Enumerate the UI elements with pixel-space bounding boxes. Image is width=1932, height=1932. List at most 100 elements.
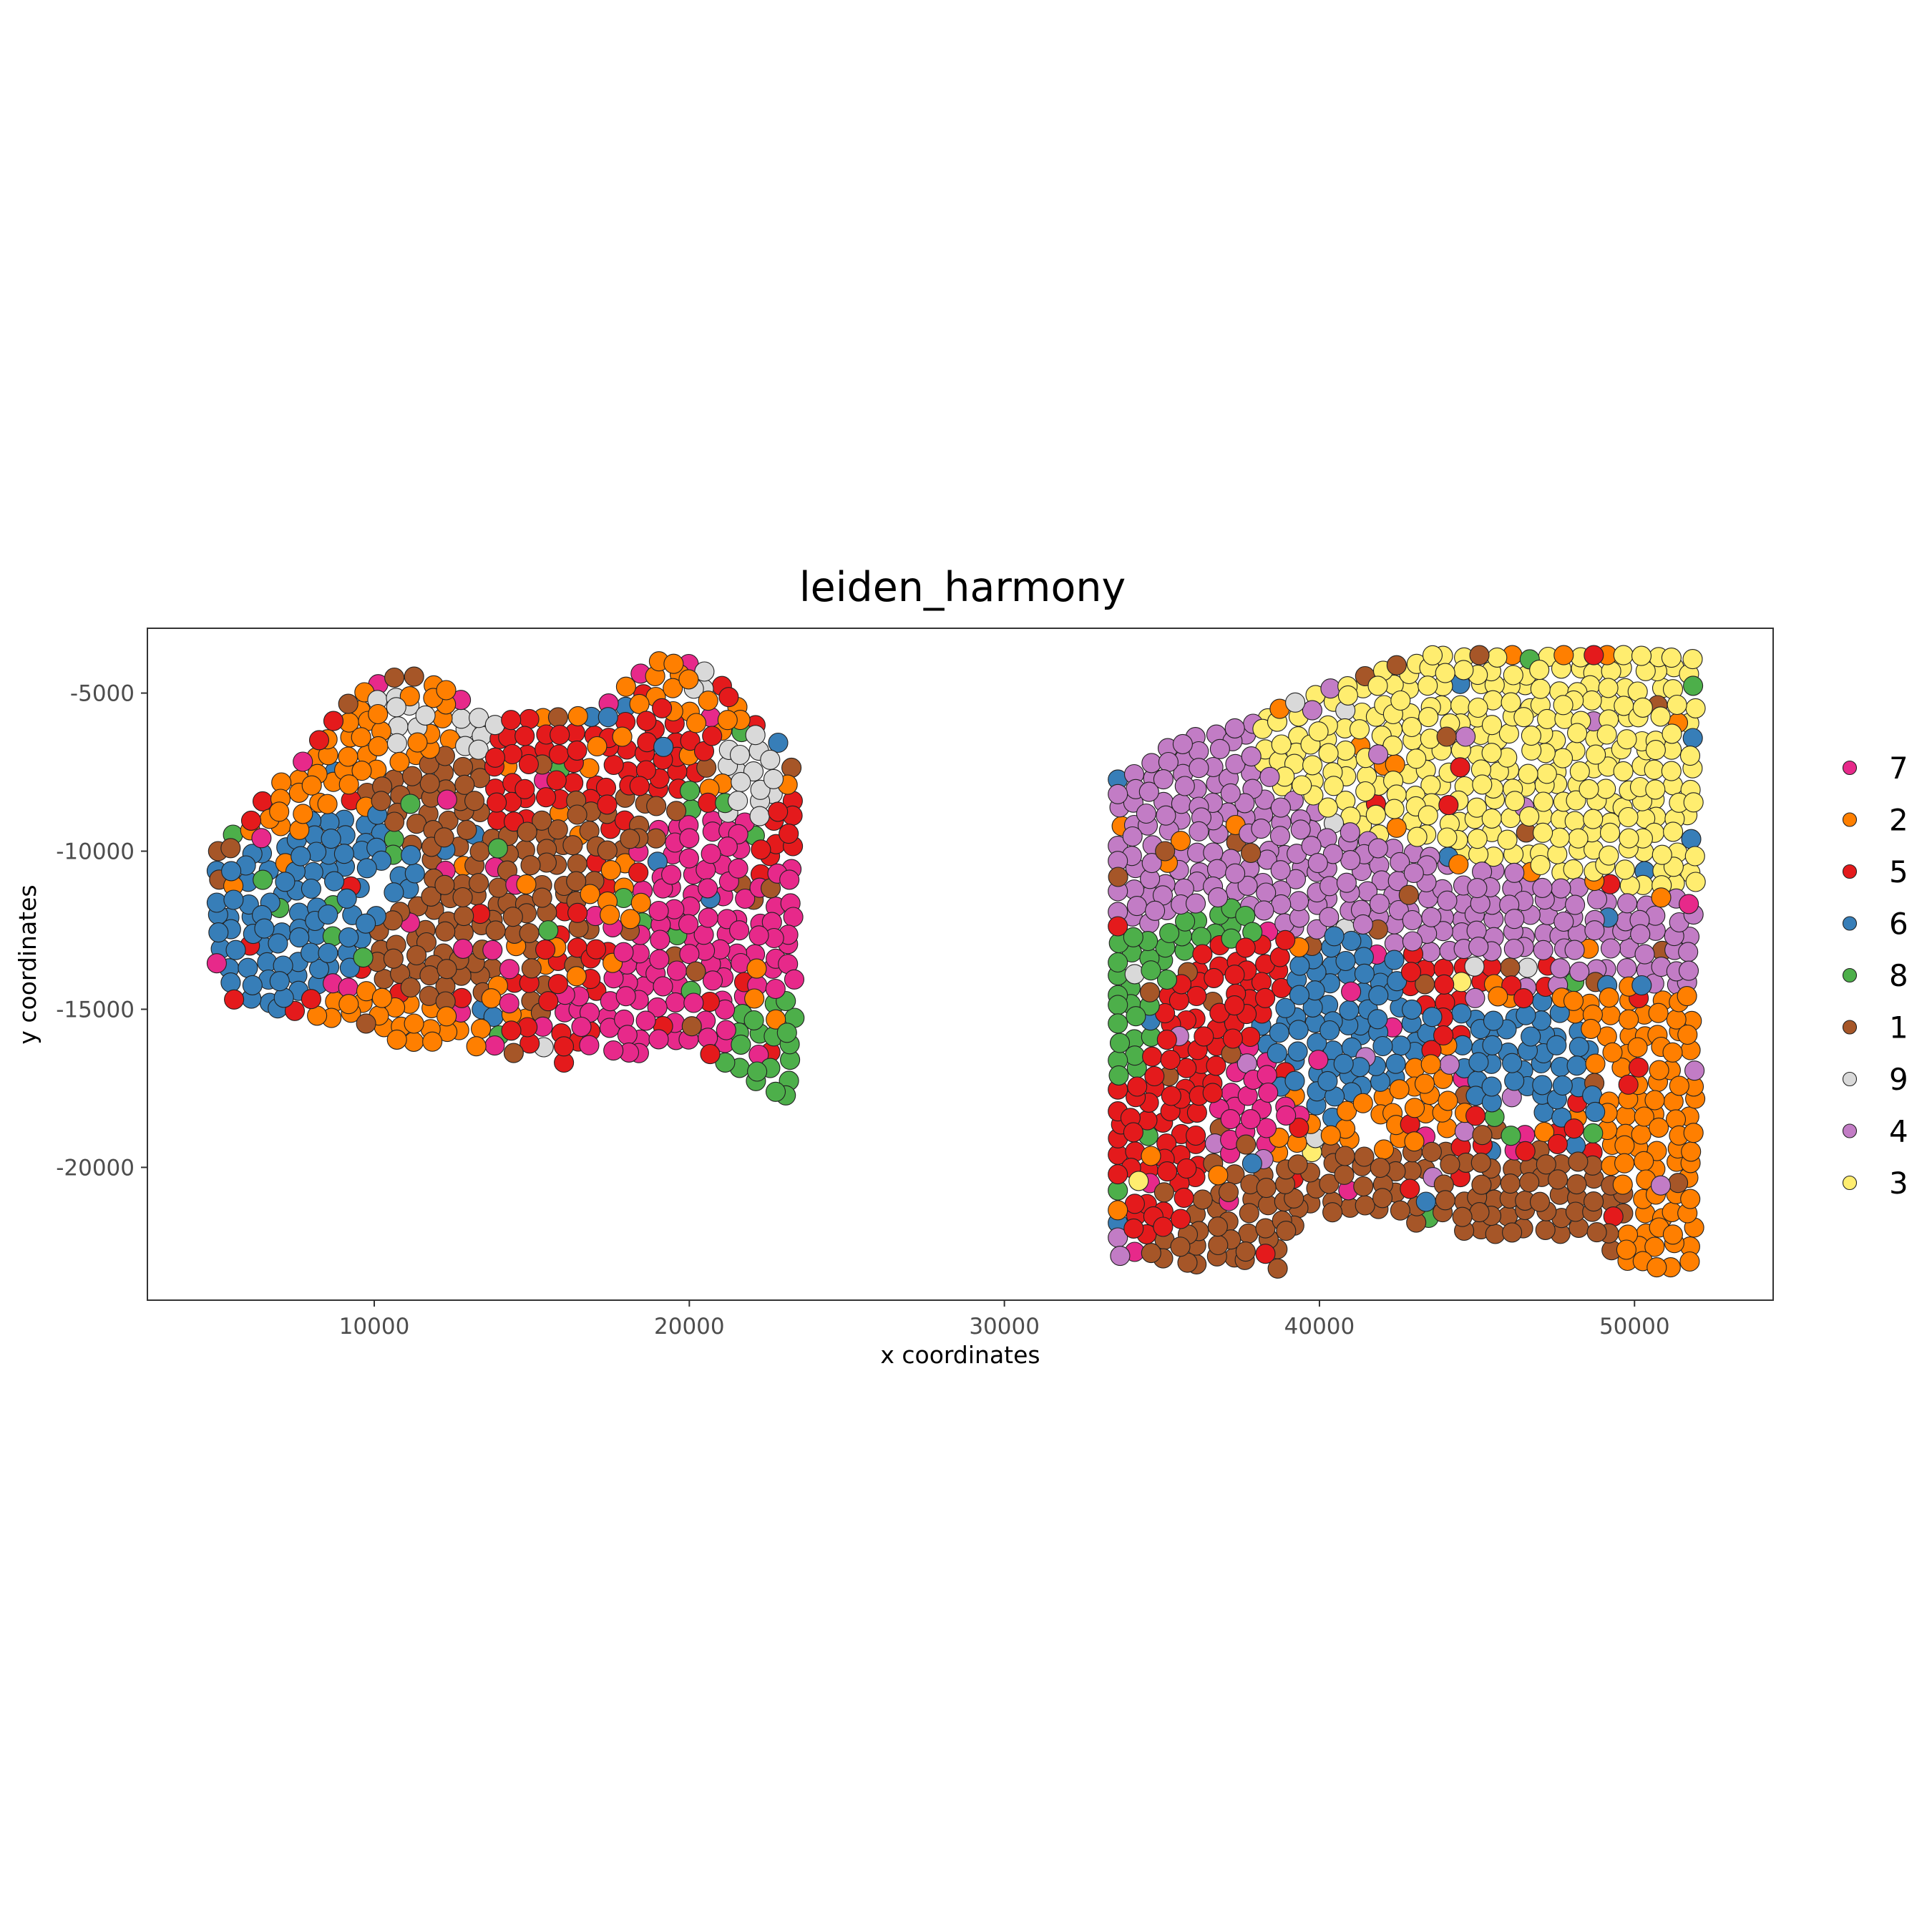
cell-point-cluster-4 [1390,852,1410,872]
cell-point-cluster-7 [650,930,670,950]
cell-point-cluster-5 [323,711,344,731]
cell-point-cluster-5 [1628,1057,1649,1078]
cell-point-cluster-5 [567,902,588,923]
cell-point-cluster-5 [546,770,567,791]
cell-point-cluster-1 [562,835,583,856]
cell-point-cluster-1 [597,840,618,861]
cell-point-cluster-5 [1170,1209,1191,1229]
cell-point-cluster-2 [678,669,699,690]
cell-point-cluster-7 [1308,1050,1329,1070]
cell-point-cluster-7 [728,858,748,879]
cell-point-cluster-4 [1503,938,1524,960]
cell-point-cluster-5 [1235,937,1256,958]
cell-point-cluster-6 [1502,1053,1523,1073]
cell-point-cluster-1 [1218,1181,1239,1202]
cell-point-cluster-1 [1668,1173,1689,1194]
cell-point-cluster-4 [1285,869,1307,889]
cell-point-cluster-1 [1141,1243,1161,1264]
cell-point-cluster-8 [1583,1123,1604,1143]
cell-point-cluster-1 [384,667,405,688]
cell-point-cluster-5 [224,989,245,1010]
legend: 7 2 5 6 8 1 9 4 3 [1842,751,1908,1201]
cell-point-cluster-1 [620,829,640,849]
cell-point-cluster-9 [388,716,409,737]
cell-point-cluster-5 [779,824,799,844]
cell-point-cluster-7 [648,1029,669,1050]
cell-point-cluster-5 [1224,995,1245,1016]
legend-label: 2 [1889,803,1908,838]
cell-point-cluster-1 [1421,1141,1442,1162]
cell-point-cluster-2 [1616,1106,1636,1126]
cell-point-cluster-4 [1301,836,1322,857]
cell-point-cluster-7 [482,940,503,960]
cell-point-cluster-3 [1390,690,1411,711]
cell-point-cluster-3 [1530,678,1551,699]
cell-point-cluster-1 [503,1043,524,1063]
cell-point-cluster-2 [1585,1053,1606,1074]
cell-point-cluster-5 [700,1044,721,1065]
cell-point-cluster-2 [744,988,765,1009]
cell-point-cluster-4 [1302,700,1322,721]
cell-point-cluster-2 [1619,1009,1639,1030]
cell-point-cluster-5 [1400,1179,1420,1199]
legend-label: 1 [1889,1010,1908,1045]
cell-point-cluster-5 [1450,757,1470,778]
cell-point-cluster-6 [221,861,242,882]
cell-point-cluster-1 [1519,1172,1540,1193]
cell-point-cluster-4 [1122,826,1143,847]
cell-point-cluster-3 [1355,781,1376,802]
cell-point-cluster-6 [1387,971,1407,992]
cell-point-cluster-4 [1600,938,1621,959]
cell-point-cluster-3 [1596,779,1616,799]
cell-point-cluster-4 [1136,803,1156,824]
cell-point-cluster-3 [1513,707,1534,728]
cell-point-cluster-1 [502,907,523,927]
cell-point-cluster-1 [488,877,509,898]
cell-point-cluster-6 [1289,985,1309,1005]
cell-point-cluster-5 [1222,1028,1243,1049]
cell-point-cluster-4 [1290,819,1311,840]
cell-point-cluster-7 [1220,1109,1241,1130]
cell-point-cluster-5 [768,801,789,822]
cell-point-cluster-5 [597,794,618,815]
cell-point-cluster-2 [422,1031,443,1052]
cell-point-cluster-6 [318,904,338,925]
cell-point-cluster-5 [1176,1058,1197,1078]
cell-point-cluster-1 [1568,1151,1589,1172]
cell-point-cluster-5 [1240,1026,1261,1048]
cell-point-cluster-7 [1257,1065,1277,1085]
cell-point-cluster-8 [1501,1126,1521,1146]
cell-point-cluster-7 [615,986,636,1007]
cell-point-cluster-3 [1650,706,1671,727]
cell-point-cluster-4 [1185,893,1206,914]
cell-point-cluster-2 [1602,1042,1623,1063]
y-tick-label: -15000 [56,997,135,1023]
cell-point-cluster-3 [1564,811,1585,831]
cell-point-cluster-3 [1618,806,1639,828]
cell-point-cluster-1 [686,961,706,982]
cell-point-cluster-6 [1241,1153,1262,1174]
cell-point-cluster-1 [1485,1224,1506,1244]
cell-point-cluster-9 [468,739,489,760]
cell-point-cluster-6 [1468,1052,1489,1073]
cell-point-cluster-1 [547,819,568,840]
cell-point-cluster-1 [1548,1169,1568,1190]
cell-point-cluster-4 [1403,862,1424,884]
cell-point-cluster-2 [1488,986,1508,1007]
cell-point-cluster-6 [223,889,244,910]
cell-point-cluster-1 [547,707,568,728]
cell-point-cluster-7 [683,992,704,1013]
cell-point-cluster-1 [1500,957,1521,978]
cell-point-cluster-3 [1563,859,1584,879]
cell-point-cluster-4 [1203,842,1224,863]
cell-point-cluster-3 [1317,797,1338,818]
cell-point-cluster-6 [308,959,330,980]
cell-point-cluster-2 [629,693,650,714]
cell-point-cluster-2 [407,732,428,753]
cell-point-cluster-1 [1584,1191,1604,1212]
cell-point-cluster-4 [1437,890,1458,911]
cell-point-cluster-6 [1566,1055,1587,1076]
cell-point-cluster-8 [1221,928,1241,949]
cell-point-cluster-5 [547,974,568,995]
